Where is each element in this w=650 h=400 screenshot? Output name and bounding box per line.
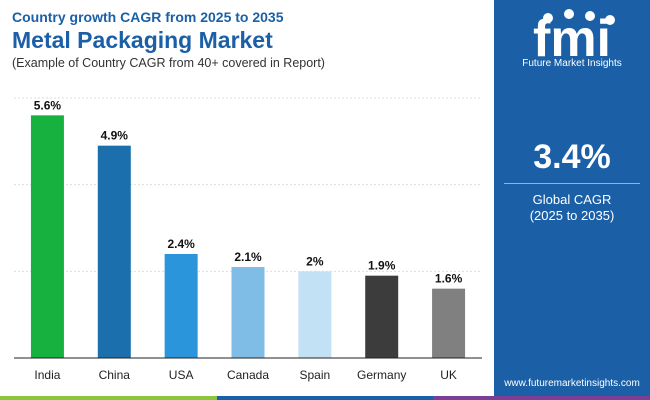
chart-header: Country growth CAGR from 2025 to 2035 Me… xyxy=(12,9,492,71)
cagr-divider xyxy=(504,183,640,184)
data-label: 1.9% xyxy=(368,259,396,273)
footer-segment-green xyxy=(0,396,217,400)
x-tick-label: Germany xyxy=(357,368,406,382)
bar-canada xyxy=(231,267,265,358)
x-tick-label: Canada xyxy=(227,368,269,382)
x-tick-label: India xyxy=(34,368,60,382)
chart-subtitle: Country growth CAGR from 2025 to 2035 xyxy=(12,9,284,25)
footer-segment-blue xyxy=(216,396,434,400)
data-label: 2.4% xyxy=(167,237,195,251)
cagr-panel: fmi Future Market Insights 3.4% Global C… xyxy=(494,0,650,400)
logo-globe-icon xyxy=(543,13,553,23)
x-tick-label: Spain xyxy=(300,368,331,382)
website-url[interactable]: www.futuremarketinsights.com xyxy=(504,378,640,389)
x-tick-label: USA xyxy=(169,368,194,382)
x-tick-label: UK xyxy=(440,368,457,382)
bar-uk xyxy=(432,288,466,358)
bar-spain xyxy=(298,271,332,358)
chart-note: (Example of Country CAGR from 40+ covere… xyxy=(12,56,325,70)
logo-leaf-icon xyxy=(564,9,574,19)
bar-china xyxy=(97,145,131,358)
logo-person-icon xyxy=(605,15,615,25)
data-label: 2% xyxy=(306,254,324,268)
bar-india xyxy=(30,115,64,358)
logo-car-icon xyxy=(585,11,595,21)
global-cagr-value: 3.4% xyxy=(533,138,611,176)
bar-usa xyxy=(164,254,198,358)
global-cagr-period: (2025 to 2035) xyxy=(529,208,615,223)
bar-chart: 5.6% India 4.9% China 2.4% USA 2.1% Canada 2% Spa… xyxy=(14,97,482,382)
data-label: 2.1% xyxy=(234,250,262,264)
chart-title: Metal Packaging Market xyxy=(12,27,273,53)
x-tick-label: China xyxy=(99,368,131,382)
data-label: 5.6% xyxy=(34,98,62,112)
global-cagr-label: Global CAGR xyxy=(532,192,612,207)
footer-color-strip xyxy=(0,396,650,400)
footer-segment-purple xyxy=(433,396,650,400)
data-label: 1.6% xyxy=(435,272,463,286)
data-label: 4.9% xyxy=(101,129,129,143)
fmi-logo: fmi xyxy=(533,9,615,68)
bar-germany xyxy=(365,275,399,358)
brand-name: Future Market Insights xyxy=(522,58,622,69)
